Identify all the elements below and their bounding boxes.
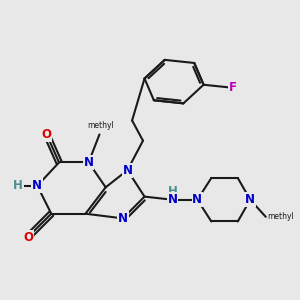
- Text: N: N: [245, 193, 255, 206]
- Text: O: O: [42, 128, 52, 141]
- Text: N: N: [118, 212, 128, 225]
- Text: methyl: methyl: [88, 121, 114, 130]
- Text: H: H: [168, 184, 177, 197]
- Text: H: H: [13, 179, 23, 192]
- Text: F: F: [229, 81, 237, 94]
- Text: N: N: [167, 193, 178, 206]
- Text: methyl: methyl: [267, 212, 294, 221]
- Text: N: N: [122, 164, 132, 177]
- Text: N: N: [192, 193, 203, 206]
- Text: O: O: [23, 230, 33, 244]
- Text: N: N: [32, 179, 42, 192]
- Text: N: N: [84, 156, 94, 169]
